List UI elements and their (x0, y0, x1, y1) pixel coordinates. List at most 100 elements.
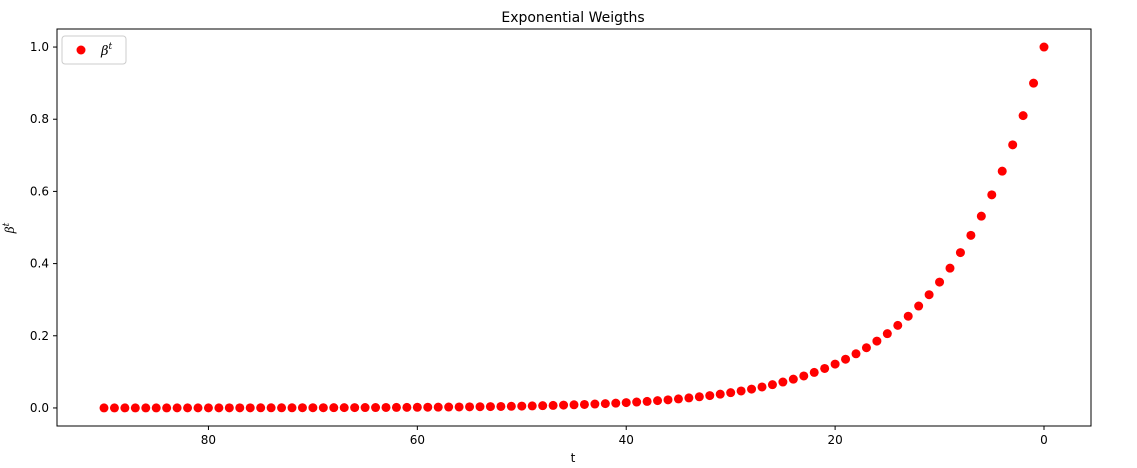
data-point (966, 230, 976, 240)
x-tick-label: 0 (1040, 433, 1048, 447)
data-point (172, 403, 182, 413)
data-point (851, 349, 861, 359)
data-point (600, 399, 610, 409)
data-point (109, 403, 119, 413)
data-point (517, 401, 527, 411)
data-point (924, 290, 934, 300)
data-point (872, 336, 882, 346)
data-point (914, 301, 924, 311)
data-point (256, 403, 266, 413)
x-tick-label: 60 (410, 433, 425, 447)
data-point (183, 403, 193, 413)
data-point (360, 403, 370, 413)
data-point (736, 386, 746, 396)
data-point (611, 398, 621, 408)
data-point (496, 401, 506, 411)
data-point (559, 400, 569, 410)
data-point (266, 403, 276, 413)
x-tick-label: 20 (827, 433, 842, 447)
data-point (684, 393, 694, 403)
y-tick-label: 1.0 (30, 40, 49, 54)
data-point (371, 403, 381, 413)
data-point (569, 400, 579, 410)
data-point (245, 403, 255, 413)
data-point (527, 401, 537, 411)
data-point (1029, 78, 1039, 88)
data-point (579, 399, 589, 409)
legend: βt (61, 35, 127, 65)
data-point (830, 359, 840, 369)
data-point (935, 277, 945, 287)
data-point (308, 403, 318, 413)
data-point (402, 402, 412, 412)
data-point (538, 401, 548, 411)
data-point (621, 398, 631, 408)
y-axis-label-base: β (3, 226, 17, 234)
data-point (287, 403, 297, 413)
data-point (694, 392, 704, 402)
data-point (151, 403, 161, 413)
legend-label-base: β (100, 44, 109, 59)
legend-marker (76, 45, 86, 55)
y-tick-label: 0.8 (30, 112, 49, 126)
legend-label-exp: t (109, 42, 113, 52)
data-point (235, 403, 245, 413)
data-point (350, 403, 360, 413)
data-point (339, 403, 349, 413)
data-point (726, 388, 736, 398)
data-point (433, 402, 443, 412)
data-point (997, 166, 1007, 176)
y-axis-label-exp: t (2, 222, 12, 226)
y-tick-label: 0.2 (30, 329, 49, 343)
data-point (882, 329, 892, 339)
data-point (841, 354, 851, 364)
data-point (1008, 140, 1018, 150)
data-point (945, 263, 955, 273)
data-point (788, 374, 798, 384)
y-axis-ticks: 0.0 0.2 0.4 0.6 0.8 1.0 (30, 40, 57, 415)
x-axis-label: t (571, 451, 576, 465)
data-point (465, 402, 475, 412)
y-axis-label: βt (2, 222, 17, 234)
data-point (120, 403, 130, 413)
data-point (130, 403, 140, 413)
data-point (454, 402, 464, 412)
data-point (381, 402, 391, 412)
data-point (444, 402, 454, 412)
x-axis-ticks: 80 60 40 20 0 (201, 426, 1048, 447)
data-point (141, 403, 151, 413)
data-point (820, 363, 830, 373)
data-point (715, 389, 725, 399)
data-point (277, 403, 287, 413)
data-point (976, 211, 986, 221)
data-point (955, 248, 965, 258)
x-tick-label: 80 (201, 433, 216, 447)
data-point (412, 402, 422, 412)
data-point (203, 403, 213, 413)
data-point (809, 367, 819, 377)
data-point (1018, 111, 1028, 121)
y-tick-label: 0.0 (30, 401, 49, 415)
data-point (162, 403, 172, 413)
y-tick-label: 0.6 (30, 184, 49, 198)
data-point (590, 399, 600, 409)
data-point (861, 343, 871, 353)
data-point (485, 402, 495, 412)
data-point (767, 380, 777, 390)
data-point (329, 403, 339, 413)
data-point (799, 371, 809, 381)
data-point (506, 401, 516, 411)
data-point (705, 391, 715, 401)
data-point (1039, 42, 1049, 52)
data-point (632, 397, 642, 407)
data-point (893, 320, 903, 330)
data-point (391, 402, 401, 412)
data-point (193, 403, 203, 413)
data-point (423, 402, 433, 412)
data-point (318, 403, 328, 413)
legend-label: βt (100, 42, 113, 59)
chart-title: Exponential Weigths (501, 10, 644, 26)
legend-box (61, 35, 127, 65)
x-tick-label: 40 (619, 433, 634, 447)
